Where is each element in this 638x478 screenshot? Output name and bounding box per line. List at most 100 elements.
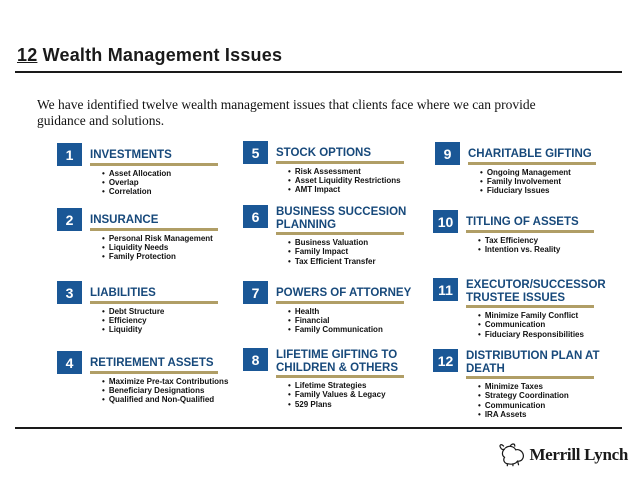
merrill-lynch-bull-icon (498, 442, 529, 467)
issue-number-badge: 8 (243, 348, 268, 371)
issue-title: LIABILITIES (90, 287, 156, 299)
title-underline (466, 305, 594, 308)
bullet-item: Efficiency (102, 316, 297, 325)
title-underline (90, 370, 218, 374)
bullet-item: Strategy Coordination (478, 391, 638, 400)
bullet-item: Communication (478, 401, 638, 410)
bullet-item: Debt Structure (102, 307, 297, 316)
issue-bullet-list: Asset Allocation Overlap Correlation (90, 169, 297, 197)
bullet-item: Financial (288, 316, 483, 325)
issue-item-titling-of-assets: 10 TITLING OF ASSETS Tax Efficiency Inte… (433, 210, 638, 254)
issue-title: RETIREMENT ASSETS (90, 357, 214, 369)
issue-item-charitable-gifting: 9 CHARITABLE GIFTING Ongoing Management … (435, 142, 638, 196)
bullet-item: Liquidity (102, 325, 297, 334)
issue-title: DISTRIBUTION PLAN AT DEATH (466, 350, 600, 375)
bullet-item: Business Valuation (288, 238, 483, 247)
issue-bullet-list: Health Financial Family Communication (276, 307, 483, 335)
title-underline (276, 300, 404, 304)
bullet-item: Overlap (102, 178, 297, 187)
bullet-item: Family Impact (288, 247, 483, 256)
issue-title: POWERS OF ATTORNEY (276, 287, 412, 299)
issue-bullet-list: Tax Efficiency Intention vs. Reality (466, 236, 638, 255)
bullet-item: Communication (478, 320, 638, 329)
title-underline (276, 375, 404, 378)
issue-item-lifetime-gifting: 8 LIFETIME GIFTING TO CHILDREN & OTHERS … (243, 348, 483, 409)
bullet-item: Personal Risk Management (102, 234, 297, 243)
issue-number-badge: 6 (243, 205, 268, 228)
bullet-item: 529 Plans (288, 400, 483, 409)
page-title-text: Wealth Management Issues (37, 45, 283, 65)
bullet-item: Maximize Pre-tax Contributions (102, 377, 297, 386)
title-underline (90, 300, 218, 304)
issue-bullet-list: Ongoing Management Family Involvement Fi… (468, 168, 638, 196)
issue-title: CHARITABLE GIFTING (468, 148, 592, 160)
issue-bullet-list: Minimize Taxes Strategy Coordination Com… (466, 382, 638, 420)
bullet-item: Lifetime Strategies (288, 381, 483, 390)
bullet-item: Family Values & Legacy (288, 390, 483, 399)
page-title-number: 12 (17, 45, 38, 65)
issue-bullet-list: Risk Assessment Asset Liquidity Restrict… (276, 167, 483, 195)
bullet-item: Minimize Family Conflict (478, 311, 638, 320)
bullet-item: Asset Allocation (102, 169, 297, 178)
bullet-item: Health (288, 307, 483, 316)
title-underline (466, 229, 594, 233)
bullet-item: Fiduciary Responsibilities (478, 330, 638, 339)
issue-number-badge: 7 (243, 281, 268, 304)
issue-bullet-list: Business Valuation Family Impact Tax Eff… (276, 238, 483, 266)
issue-bullet-list: Minimize Family Conflict Communication F… (466, 311, 638, 339)
bullet-item: Asset Liquidity Restrictions (288, 176, 483, 185)
issue-number-badge: 12 (433, 349, 458, 372)
bullet-item: Correlation (102, 187, 297, 196)
issue-item-stock-options: 5 STOCK OPTIONS Risk Assessment Asset Li… (243, 141, 483, 195)
issue-title: EXECUTOR/SUCCESSOR TRUSTEE ISSUES (466, 279, 606, 304)
page-title: 12 Wealth Management Issues (17, 45, 282, 66)
issue-item-business-succession-planning: 6 BUSINESS SUCCESION PLANNING Business V… (243, 205, 483, 266)
bullet-item: Liquidity Needs (102, 243, 297, 252)
issue-item-distribution-plan-at-death: 12 DISTRIBUTION PLAN AT DEATH Minimize T… (433, 349, 638, 420)
bullet-item: IRA Assets (478, 410, 638, 419)
issue-number-badge: 3 (57, 281, 82, 304)
issue-title: TITLING OF ASSETS (466, 216, 579, 228)
bullet-item: Tax Efficient Transfer (288, 257, 483, 266)
issue-title: INSURANCE (90, 214, 159, 226)
bullet-item: Risk Assessment (288, 167, 483, 176)
issue-title: LIFETIME GIFTING TO CHILDREN & OTHERS (276, 349, 399, 374)
issue-number-badge: 5 (243, 141, 268, 164)
bullet-item: Intention vs. Reality (478, 245, 638, 254)
issue-item-retirement-assets: 4 RETIREMENT ASSETS Maximize Pre-tax Con… (57, 351, 297, 405)
bullet-item: Tax Efficiency (478, 236, 638, 245)
issue-number-badge: 9 (435, 142, 460, 165)
title-underline (468, 161, 596, 165)
title-underline (466, 376, 594, 379)
issue-item-investments: 1 INVESTMENTS Asset Allocation Overlap C… (57, 143, 297, 197)
bullet-item: Minimize Taxes (478, 382, 638, 391)
issue-item-powers-of-attorney: 7 POWERS OF ATTORNEY Health Financial Fa… (243, 281, 483, 335)
footer-divider (15, 427, 622, 429)
issue-title: BUSINESS SUCCESION PLANNING (276, 206, 407, 231)
issue-bullet-list: Lifetime Strategies Family Values & Lega… (276, 381, 483, 409)
bullet-item: Beneficiary Designations (102, 386, 297, 395)
title-underline (276, 232, 404, 235)
bullet-item: Qualified and Non-Qualified (102, 395, 297, 404)
bullet-item: Ongoing Management (480, 168, 638, 177)
issue-bullet-list: Debt Structure Efficiency Liquidity (90, 307, 297, 335)
bullet-item: Family Communication (288, 325, 483, 334)
title-underline (276, 160, 404, 164)
issue-item-insurance: 2 INSURANCE Personal Risk Management Liq… (57, 208, 297, 262)
title-underline (90, 162, 218, 166)
issue-number-badge: 4 (57, 351, 82, 374)
bullet-item: Family Involvement (480, 177, 638, 186)
bullet-item: Family Protection (102, 252, 297, 261)
brand-wordmark: Merrill Lynch (529, 444, 628, 464)
issue-title: INVESTMENTS (90, 149, 172, 161)
issue-bullet-list: Maximize Pre-tax Contributions Beneficia… (90, 377, 297, 405)
issue-number-badge: 11 (433, 278, 458, 301)
header-divider (15, 71, 622, 73)
issue-number-badge: 2 (57, 208, 82, 231)
merrill-lynch-logo: Merrill Lynch (498, 442, 628, 467)
issue-number-badge: 1 (57, 143, 82, 166)
title-underline (90, 227, 218, 231)
issue-bullet-list: Personal Risk Management Liquidity Needs… (90, 234, 297, 262)
bullet-item: AMT Impact (288, 185, 483, 194)
